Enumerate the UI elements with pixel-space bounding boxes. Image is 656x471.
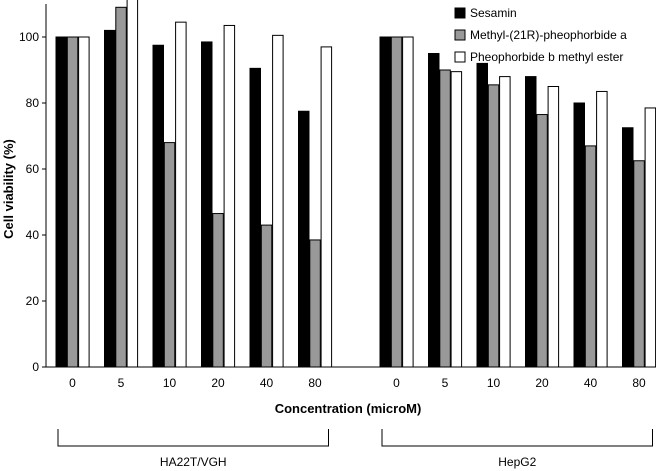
bar-hepg2-80-series-1 [622,127,634,368]
x-tick-label: 40 [584,376,598,390]
y-tick-label: 40 [26,228,40,242]
x-tick-label: 80 [632,376,646,390]
y-axis-title: Cell viability (%) [1,139,16,239]
bar-hepg2-5-series-2 [439,69,451,368]
bar-hepg2-40-series-3 [596,90,608,368]
axes-layer [45,4,652,368]
bar-hepg2-5-series-3 [450,71,463,368]
bar-hepg2-80-series-2 [633,160,645,368]
x-tick-label: 0 [69,376,76,390]
bar-ha22t-vgh-80-series-3 [320,46,333,368]
bar-hepg2-0-series-1 [379,36,391,368]
bar-hepg2-40-series-2 [584,145,597,368]
bar-ha22t-vgh-40-series-1 [249,67,261,368]
bar-hepg2-0-series-3 [402,36,414,368]
y-tick-label: 60 [26,162,40,176]
x-tick-label: 40 [260,376,274,390]
bar-ha22t-vgh-80-series-1 [298,110,310,368]
bar-ha22t-vgh-5-series-1 [104,29,116,368]
y-tick-label: 20 [26,294,40,308]
x-tick-label: 5 [442,376,449,390]
group-label: HA22T/VGH [160,455,227,469]
y-tick-label: 80 [26,96,40,110]
x-tick-label: 80 [308,376,322,390]
bar-ha22t-vgh-10-series-3 [175,21,187,368]
group-bracket [381,429,653,447]
bar-ha22t-vgh-20-series-2 [212,213,224,368]
bar-hepg2-20-series-1 [525,76,537,368]
group-label: HepG2 [498,455,536,469]
bar-hepg2-40-series-1 [573,102,585,368]
bar-ha22t-vgh-40-series-3 [272,34,284,368]
bar-hepg2-10-series-2 [487,84,500,368]
x-tick-label: 10 [487,376,501,390]
legend-label: Sesamin [470,6,517,20]
x-tick-label: 20 [535,376,549,390]
bar-ha22t-vgh-0-series-2 [66,36,79,368]
bar-hepg2-20-series-3 [547,86,560,368]
bar-ha22t-vgh-40-series-2 [260,224,273,368]
y-tick-label: 0 [32,360,39,374]
x-tick-label: 5 [118,376,125,390]
x-ticks-layer: 0 5 10 20 40 80 0 5 10 20 40 80 [69,376,646,390]
y-ticks-layer: 0 20 40 60 80 100 [19,30,46,374]
x-tick-label: 20 [211,376,225,390]
bar-ha22t-vgh-80-series-2 [309,239,321,368]
bar-hepg2-0-series-2 [390,36,403,368]
group-brackets: HA22T/VGH HepG2 [57,429,653,469]
bar-ha22t-vgh-0-series-1 [55,36,67,368]
bar-ha22t-vgh-20-series-1 [201,41,213,368]
x-tick-label: 0 [393,376,400,390]
legend-swatch [454,7,466,19]
bar-hepg2-5-series-1 [428,53,440,368]
legend-swatch [454,51,466,63]
bar-ha22t-vgh-10-series-2 [163,142,176,368]
bar-ha22t-vgh-5-series-3 [126,0,139,368]
bar-ha22t-vgh-5-series-2 [115,6,127,368]
legend-label: Pheophorbide b methyl ester [470,50,623,64]
bar-hepg2-10-series-3 [499,76,511,368]
legend: Sesamin Methyl-(21R)-pheophorbide a Pheoph… [454,6,627,64]
legend-label: Methyl-(21R)-pheophorbide a [470,28,627,42]
bar-hepg2-80-series-3 [644,107,656,368]
x-tick-label: 10 [163,376,177,390]
bar-ha22t-vgh-20-series-3 [223,24,236,368]
y-tick-label: 100 [19,30,39,44]
bar-hepg2-10-series-1 [476,62,488,368]
x-axis-title: Concentration (microM) [275,401,422,416]
bar-hepg2-20-series-2 [536,114,548,368]
legend-swatch [454,29,466,41]
bar-ha22t-vgh-0-series-3 [78,36,90,368]
bar-ha22t-vgh-10-series-1 [152,44,164,368]
group-bracket [57,429,329,447]
